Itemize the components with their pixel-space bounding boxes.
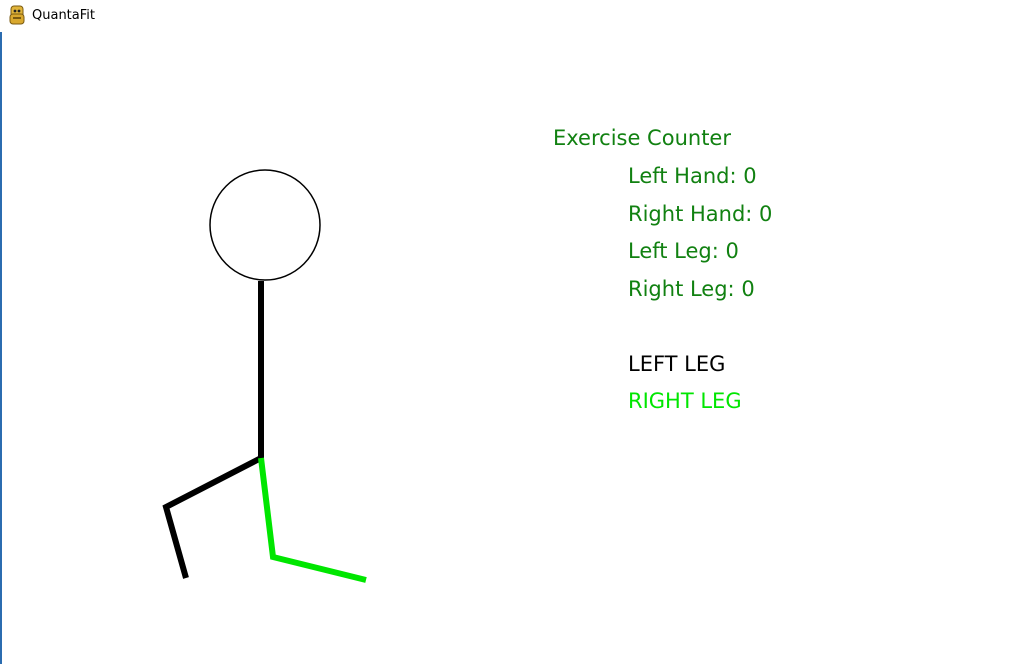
figure-head bbox=[209, 169, 321, 281]
legend-right-leg: RIGHT LEG bbox=[628, 389, 742, 413]
legend-left-leg: LEFT LEG bbox=[628, 352, 726, 376]
figure-right-leg bbox=[258, 457, 367, 583]
python-snake-icon bbox=[9, 5, 25, 25]
right-hand-count: 0 bbox=[759, 202, 773, 226]
right-hand-label: Right Hand: bbox=[628, 202, 753, 226]
right-hand-counter: Right Hand: 0 bbox=[628, 202, 772, 226]
left-hand-counter: Left Hand: 0 bbox=[628, 164, 757, 188]
right-leg-counter: Right Leg: 0 bbox=[628, 277, 755, 301]
window-title: QuantaFit bbox=[32, 8, 95, 23]
window-border bbox=[0, 0, 2, 664]
left-hand-count: 0 bbox=[743, 164, 757, 188]
right-leg-count: 0 bbox=[741, 277, 755, 301]
left-leg-counter: Left Leg: 0 bbox=[628, 239, 739, 263]
exercise-counter-title: Exercise Counter bbox=[553, 126, 731, 150]
right-leg-label: Right Leg: bbox=[628, 277, 735, 301]
figure-left-leg bbox=[162, 455, 263, 579]
left-leg-label: Left Leg: bbox=[628, 239, 719, 263]
title-bar[interactable]: QuantaFit bbox=[0, 0, 1018, 32]
left-leg-count: 0 bbox=[725, 239, 739, 263]
left-hand-label: Left Hand: bbox=[628, 164, 737, 188]
